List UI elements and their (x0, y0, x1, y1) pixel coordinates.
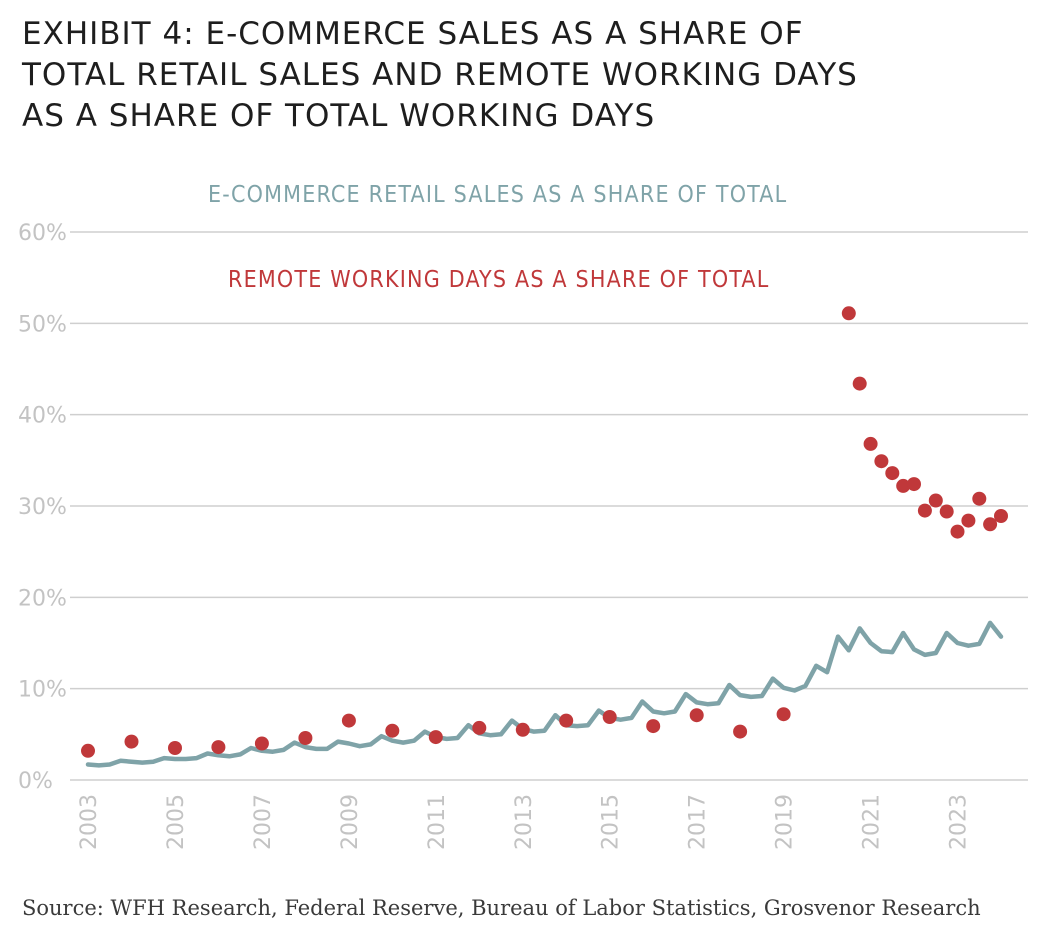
x-tick-label: 2003 (77, 794, 102, 850)
remote-point (81, 743, 95, 758)
chart-title-line-3: AS A SHARE OF TOTAL WORKING DAYS (22, 98, 656, 134)
x-axis-ticks: 2003 2005 2007 2009 2011 2013 2015 2017 2019 2021… (77, 794, 972, 850)
y-tick-label: 20% (18, 586, 67, 611)
remote-point (602, 710, 617, 724)
remote-point (341, 713, 356, 728)
x-tick-label: 2023 (947, 794, 972, 850)
remote-point (928, 493, 943, 508)
remote-point (428, 730, 443, 745)
remote-point (907, 477, 921, 492)
x-tick-label: 2019 (773, 794, 798, 850)
source-note: Source: WFH Research, Federal Reserve, B… (22, 896, 981, 920)
remote-point (559, 713, 574, 728)
chart-title: EXHIBIT 4: E-COMMERCE SALES AS A SHARE O… (22, 14, 1022, 137)
remote-point (472, 720, 487, 735)
x-tick-label: 2011 (425, 794, 450, 850)
y-tick-label: 10% (18, 678, 67, 703)
gridlines (70, 231, 1028, 781)
y-tick-label: 0% (18, 769, 53, 794)
remote-point (646, 719, 661, 734)
y-tick-label: 30% (18, 495, 67, 520)
remote-point (298, 731, 313, 745)
remote-point (961, 513, 976, 528)
remote-point (168, 741, 182, 755)
remote-point (983, 517, 998, 532)
remote-point (124, 734, 139, 749)
y-tick-label: 50% (18, 312, 67, 337)
legend-ecommerce: E-COMMERCE RETAIL SALES AS A SHARE OF TO… (208, 182, 787, 208)
remote-point (852, 376, 867, 391)
remote-point (211, 740, 226, 755)
remote-point (254, 736, 269, 751)
remote-point (874, 454, 889, 469)
series-ecommerce (85, 620, 1004, 768)
remote-point (917, 503, 932, 518)
y-axis-ticks: 0% 10% 20% 30% 40% 50% 60% (18, 221, 67, 794)
chart-title-line-1: EXHIBIT 4: E-COMMERCE SALES AS A SHARE O… (22, 16, 804, 52)
remote-point (972, 491, 987, 506)
chart-plot: 0% 10% 20% 30% 40% 50% 60% 2003 2005 2007 2009 201… (18, 182, 1028, 850)
chart-title-line-2: TOTAL RETAIL SALES AND REMOTE WORKING DA… (22, 57, 858, 93)
remote-point (515, 722, 530, 737)
x-tick-label: 2021 (860, 794, 885, 850)
ecommerce-line (85, 620, 1004, 768)
remote-point (733, 724, 748, 739)
remote-point (885, 466, 900, 481)
remote-point (863, 436, 878, 451)
x-tick-label: 2007 (251, 794, 276, 850)
remote-point (776, 707, 791, 722)
x-tick-label: 2009 (338, 794, 363, 850)
y-tick-label: 60% (18, 221, 67, 246)
remote-point (896, 478, 911, 493)
remote-point (950, 524, 965, 539)
legend-remote-working: REMOTE WORKING DAYS AS A SHARE OF TOTAL (228, 267, 769, 293)
remote-point (689, 708, 704, 723)
series-remote-working (81, 306, 1008, 758)
remote-point (841, 306, 856, 321)
x-tick-label: 2015 (599, 794, 624, 850)
remote-point (994, 509, 1008, 523)
remote-point (385, 723, 400, 738)
remote-point (939, 504, 954, 519)
y-tick-label: 40% (18, 404, 67, 429)
x-tick-label: 2017 (686, 794, 711, 850)
x-tick-label: 2005 (164, 794, 189, 850)
x-tick-label: 2013 (512, 794, 537, 850)
